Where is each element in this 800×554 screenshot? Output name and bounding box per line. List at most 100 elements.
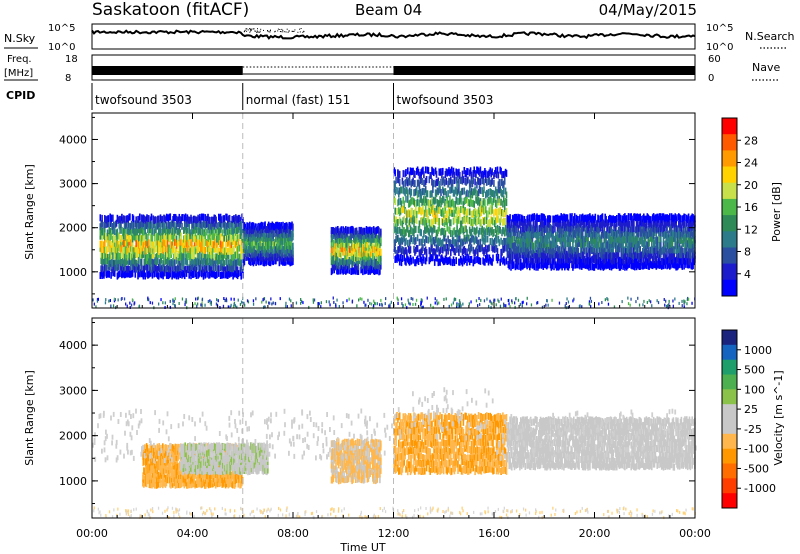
power-cell [458, 215, 460, 223]
power-cell [495, 188, 498, 196]
power-cell [233, 245, 235, 253]
power-cell [522, 248, 525, 255]
freq-label-1: Freq. [7, 54, 32, 65]
power-cell [408, 187, 411, 195]
power-cell [166, 263, 169, 271]
nsearch-tick-low: 10^0 [706, 42, 733, 53]
power-cell [263, 234, 265, 242]
power-cell [436, 199, 439, 207]
power-cell [153, 217, 155, 224]
nsky-dot [250, 30, 252, 32]
power-cell [152, 215, 155, 223]
power-cell [558, 262, 561, 270]
power-cell [150, 254, 153, 261]
power-cell [637, 214, 640, 222]
power-cell [501, 248, 503, 256]
nsky-dot [287, 31, 289, 33]
power-cell [459, 244, 461, 252]
power-cell [373, 259, 376, 267]
power-cell [190, 263, 192, 271]
power-cell [581, 231, 584, 239]
power-cell [192, 247, 194, 255]
power-cell [662, 241, 665, 249]
power-cell [683, 234, 685, 242]
power-cell [408, 247, 411, 255]
power-echoes [92, 113, 696, 310]
power-cell [134, 251, 137, 259]
power-cell [407, 230, 410, 238]
power-cell [138, 226, 140, 234]
power-cell [546, 246, 548, 254]
power-cell [535, 231, 537, 239]
power-cell [456, 180, 458, 188]
power-cell [485, 191, 487, 199]
power-cell [131, 222, 134, 230]
power-cell [636, 236, 639, 244]
power-cell [460, 225, 463, 233]
power-cell [458, 258, 460, 266]
power-cell [588, 224, 590, 232]
power-cell [130, 246, 133, 254]
power-cell [106, 270, 109, 278]
power-cell [405, 247, 407, 255]
power-cell [442, 195, 444, 203]
power-cell [130, 220, 133, 228]
power-cell [260, 257, 263, 265]
power-cell [522, 220, 525, 228]
power-cell [446, 196, 448, 204]
power-cell [166, 226, 169, 234]
power-cell [230, 241, 233, 249]
power-cell [400, 236, 403, 244]
power-cell [439, 196, 441, 204]
power-cell [441, 197, 443, 205]
power-cell [449, 186, 451, 194]
power-cell [398, 207, 400, 215]
power-cell [261, 229, 264, 237]
power-cell [413, 210, 415, 218]
power-cell [108, 227, 111, 234]
nsky-dot [281, 28, 283, 30]
power-cell [671, 246, 674, 254]
power-cell [188, 253, 190, 260]
power-cell [262, 245, 265, 253]
power-cell [498, 239, 501, 247]
power-cell [449, 178, 451, 186]
power-cell [453, 227, 456, 235]
power-cell [463, 234, 466, 242]
power-cell [199, 232, 201, 240]
power-cell [426, 190, 429, 198]
power-cell [353, 254, 355, 262]
power-cell [139, 221, 142, 229]
power-cell [496, 256, 499, 264]
power-cell [122, 229, 124, 237]
power-cell [356, 246, 359, 254]
power-cell [157, 233, 160, 241]
power-cell [103, 252, 105, 259]
power-cell [508, 242, 510, 249]
power-cell [140, 220, 143, 227]
power-cell [258, 242, 261, 250]
nsky-dot [303, 30, 305, 32]
power-cell [256, 234, 258, 242]
power-cell [630, 240, 632, 247]
power-cell [193, 239, 196, 247]
power-cell [590, 256, 593, 264]
power-cell [631, 258, 633, 266]
power-cell [284, 258, 286, 266]
power-cell [461, 225, 464, 233]
power-cell [459, 190, 462, 198]
power-cell [235, 266, 238, 274]
power-cell [480, 227, 483, 235]
power-cell [153, 250, 155, 258]
power-cell [482, 257, 484, 265]
power-cell [348, 262, 351, 270]
power-cell [465, 191, 467, 199]
power-cell [261, 243, 264, 250]
power-cell [408, 210, 411, 218]
power-cell [665, 214, 667, 222]
power-cell [178, 234, 181, 242]
power-cell [420, 238, 422, 246]
power-cell [488, 244, 491, 252]
power-cell [231, 258, 233, 266]
power-cell [193, 251, 196, 258]
